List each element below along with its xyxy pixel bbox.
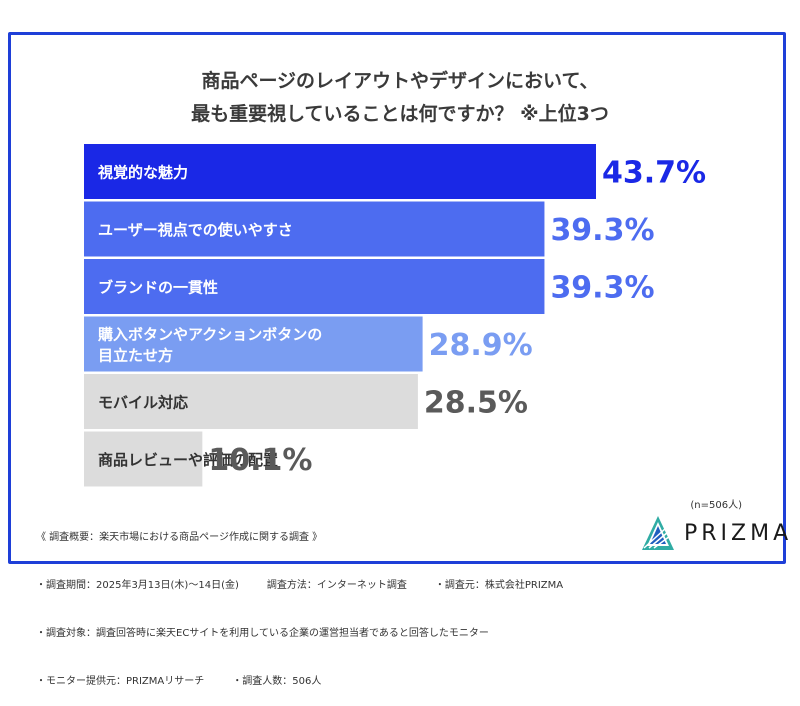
sample-size-label: (n=506人) [690,500,742,511]
bar-2 [84,259,545,314]
footer-period: ・調査期間：2025年3月13日(木)〜14日(金) [36,580,239,591]
prizma-logo: PRIZMA [640,514,792,552]
footer-provider: ・モニター提供元：PRIZMAリサーチ [36,676,205,687]
category-label-3-1: 目立たせ方 [98,347,173,365]
bar-3 [84,316,423,372]
footer-method: 調査方法：インターネット調査 [266,580,407,591]
title-line-1: 商品ページのレイアウトやデザインにおいて、 [201,70,599,92]
value-label-2: 39.3% [550,271,654,306]
prizma-logo-icon [642,516,674,550]
bar-5 [84,431,203,487]
logo-text: PRIZMA [684,520,793,546]
category-label-1-0: ユーザー視点での使いやすさ [98,221,293,239]
chart-title: 商品ページのレイアウトやデザインにおいて、 最も重要視していることは何ですか？ … [0,65,800,131]
footer-overview: 《 調査概要：楽天市場における商品ページ作成に関する調査 》 [36,532,323,543]
category-label-0-0: 視覚的な魅力 [97,164,188,182]
footer-count: ・調査人数：506人 [232,676,322,687]
value-label-1: 39.3% [550,213,654,248]
value-label-5: 10.1% [208,443,312,478]
bar-0 [84,144,596,199]
bar-chart: 視覚的な魅力 43.7% ユーザー視点での使いやすさ 39.3% ブランドの一貫性 39.… [84,144,706,487]
title-line-2: 最も重要視していることは何ですか？ ※上位3つ [191,103,609,125]
category-label-4-0: モバイル対応 [98,394,188,412]
survey-footer: 《 調査概要：楽天市場における商品ページ作成に関する調査 》 ・調査期間：202… [36,498,563,706]
bar-4 [84,374,418,429]
value-label-3: 28.9% [429,328,533,363]
bar-1 [84,201,545,257]
footer-source: ・調査元：株式会社PRIZMA [434,580,564,591]
value-label-4: 28.5% [424,386,528,421]
category-label-3-0: 購入ボタンやアクションボタンの [97,326,322,344]
category-label-2-0: ブランドの一貫性 [98,279,218,297]
footer-target: ・調査対象：調査回答時に楽天ECサイトを利用している企業の運営担当者であると回答… [36,628,489,639]
value-label-0: 43.7% [602,156,706,191]
category-label-5-0: 商品レビューや評価の配置 [98,451,278,469]
